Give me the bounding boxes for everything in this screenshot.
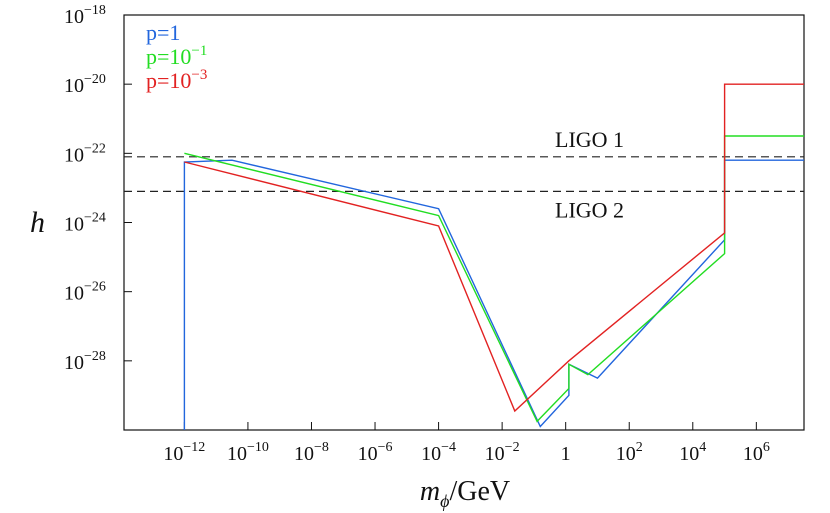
x-tick-label: 10−6 [358,440,393,465]
y-tick-label: 10−24 [64,211,106,236]
series-line [184,83,804,413]
legend-entry: p=1 [146,20,180,45]
series-lines [183,83,804,430]
reference-line-label: LIGO 1 [555,127,624,152]
y-tick-label: 10−18 [64,3,106,28]
x-tick-label: 10−10 [227,440,269,465]
y-tick-label: 10−28 [64,349,106,374]
legend: p=1p=10−1p=10−3 [146,20,207,93]
x-tick-label: 1 [561,443,571,465]
legend-entry: p=10−3 [146,67,207,93]
y-tick-label: 10−26 [64,280,106,305]
x-tick-labels: 10−12 10−10 10−8 10−6 10−4 10−2 1 102 104 106 [163,440,769,465]
tick-marks [124,14,757,430]
y-tick-label: 10−22 [64,141,106,166]
reference-lines: LIGO 1 LIGO 2 [124,127,804,222]
y-axis-label: h [30,206,45,239]
reference-line-label: LIGO 2 [555,197,624,222]
x-axis-label-sub: ϕ [440,491,449,511]
x-axis-label-italic: m [420,476,440,507]
x-tick-label: 102 [616,440,643,465]
x-tick-label: 104 [679,440,706,465]
x-axis-label: mϕ/GeV [420,476,510,511]
series-line [184,135,804,423]
y-tick-label: 10−20 [64,72,106,97]
x-tick-label: 10−2 [485,440,520,465]
plot-frame [123,14,805,431]
x-axis-label-rest: /GeV [449,476,510,507]
y-tick-labels: 10−18 10−20 10−22 10−24 10−26 10−28 [64,3,106,374]
x-tick-label: 10−4 [421,440,456,465]
x-tick-label: 106 [743,440,770,465]
legend-entry: p=10−1 [146,43,207,69]
series-line [183,159,804,430]
x-tick-label: 10−8 [294,440,329,465]
x-tick-label: 10−12 [163,440,205,465]
